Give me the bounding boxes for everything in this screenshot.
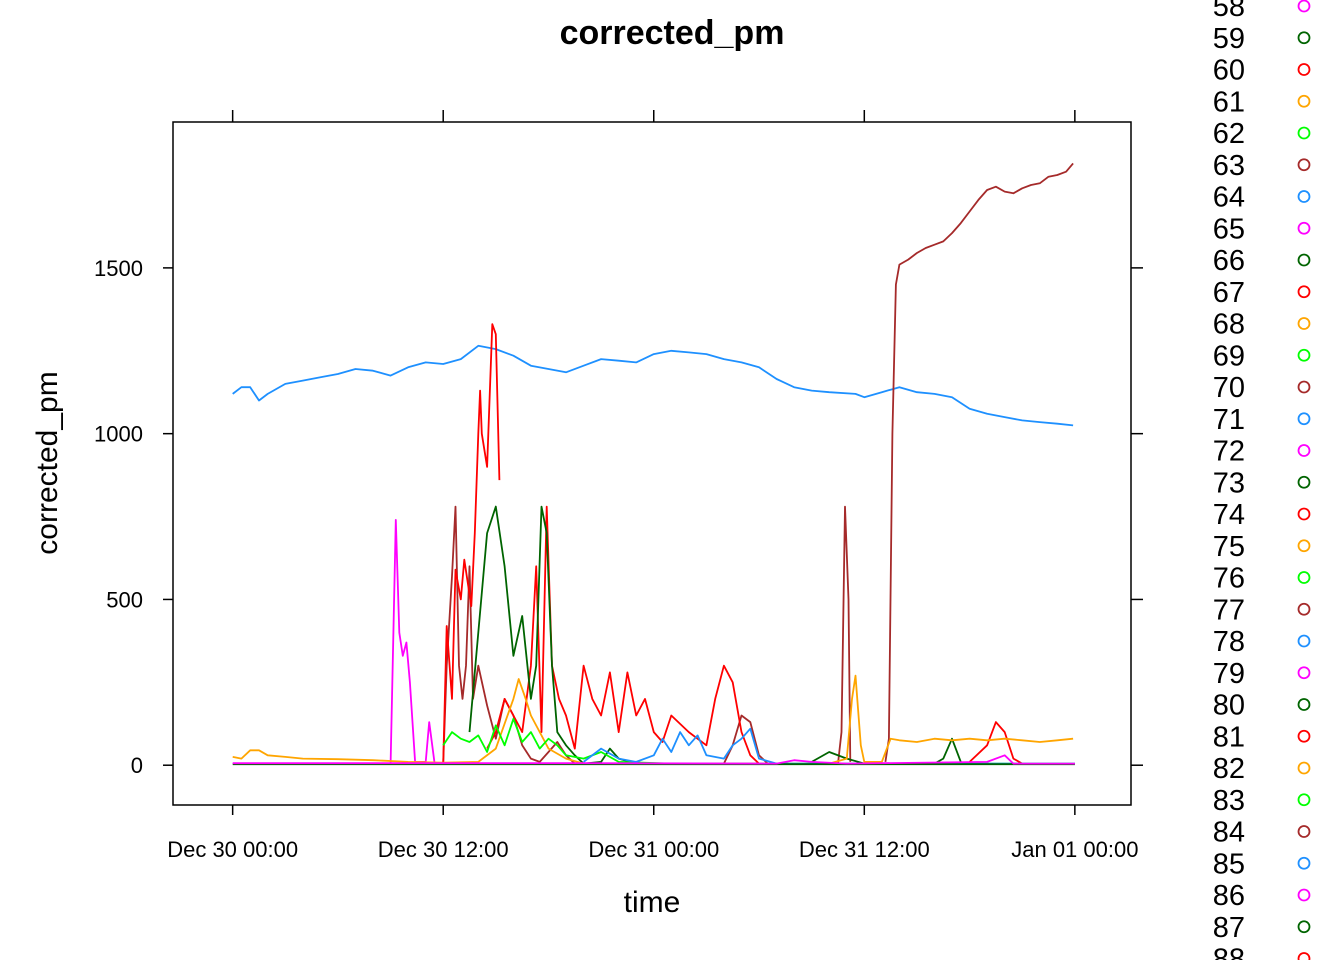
series-lines [232,162,1075,766]
legend-label: 66 [1213,245,1245,277]
x-tick-label: Dec 31 00:00 [588,837,719,862]
series-line [232,754,1075,765]
legend-label: 59 [1213,23,1245,55]
legend-marker [1297,190,1311,203]
legend-marker [1297,698,1311,711]
legend: 5859606162636465666768697071727374757677… [1213,0,1311,960]
legend-label: 69 [1213,340,1245,372]
legend-marker [1297,666,1311,680]
legend-marker [1297,475,1311,489]
x-tick-label: Dec 30 12:00 [378,837,509,862]
legend-marker [1297,380,1311,394]
series-line [468,505,637,765]
legend-label: 73 [1213,467,1245,499]
legend-label: 80 [1213,690,1245,722]
legend-label: 70 [1213,372,1245,404]
legend-label: 88 [1213,944,1245,960]
series-line [486,505,760,765]
legend-marker [1297,126,1311,140]
legend-label: 81 [1213,721,1245,753]
series-line [442,323,501,764]
series-line [232,344,1074,427]
legend-marker [1297,348,1311,362]
legend-label: 61 [1213,86,1245,118]
legend-label: 75 [1213,531,1245,563]
series-line [583,727,1075,765]
legend-marker [1297,221,1311,235]
y-tick-label: 500 [106,587,143,612]
legend-marker [1297,253,1311,267]
legend-marker [1297,856,1311,870]
legend-label: 74 [1213,499,1245,531]
legend-label: 65 [1213,213,1245,245]
legend-label: 58 [1213,0,1245,23]
legend-label: 84 [1213,817,1245,849]
legend-marker [1297,539,1311,553]
y-tick-label: 1000 [94,422,143,447]
legend-label: 79 [1213,658,1245,690]
legend-marker [1297,634,1311,648]
legend-label: 77 [1213,594,1245,626]
legend-marker [1297,793,1311,807]
y-axis-label: corrected_pm [31,371,64,554]
legend-label: 62 [1213,118,1245,150]
y-tick-label: 1500 [94,256,143,281]
legend-marker [1297,63,1311,76]
legend-marker [1297,317,1311,330]
x-tick-label: Jan 01 00:00 [1011,837,1138,862]
legend-marker [1297,761,1311,775]
legend-label: 63 [1213,150,1245,182]
legend-label: 78 [1213,626,1245,658]
series-line [442,717,1075,765]
legend-marker [1297,0,1311,13]
legend-marker [1297,285,1311,299]
series-line [884,162,1074,763]
legend-label: 60 [1213,55,1245,87]
legend-marker [1297,507,1311,521]
legend-marker [1297,825,1311,838]
legend-marker [1297,31,1311,45]
series-line [389,519,436,764]
legend-marker [1297,729,1311,743]
legend-label: 85 [1213,848,1245,880]
legend-marker [1297,571,1311,584]
legend-marker [1297,412,1311,426]
legend-marker [1297,158,1311,172]
chart-title: corrected_pm [560,14,785,52]
legend-marker [1297,94,1311,108]
series-line [968,721,1023,765]
series-line [837,505,852,764]
legend-label: 87 [1213,912,1245,944]
legend-label: 76 [1213,563,1245,595]
x-tick-label: Dec 31 12:00 [799,837,930,862]
legend-marker [1297,602,1311,616]
legend-label: 68 [1213,309,1245,341]
series-line [723,714,769,765]
legend-label: 71 [1213,404,1245,436]
legend-marker [1297,888,1311,902]
legend-label: 83 [1213,785,1245,817]
legend-label: 86 [1213,880,1245,912]
legend-label: 82 [1213,753,1245,785]
legend-label: 67 [1213,277,1245,309]
y-tick-label: 0 [131,753,143,778]
series-line [442,505,576,765]
legend-marker [1297,444,1311,457]
legend-marker [1297,952,1311,960]
legend-label: 72 [1213,436,1245,468]
legend-label: 64 [1213,182,1245,214]
legend-marker [1297,920,1311,934]
x-tick-label: Dec 30 00:00 [167,837,298,862]
plot-frame [172,121,1132,806]
x-axis-label: time [624,886,681,919]
axis-ticks: Dec 30 00:00 Dec 30 12:00 Dec 31 00:00 Dec … [94,110,1143,862]
